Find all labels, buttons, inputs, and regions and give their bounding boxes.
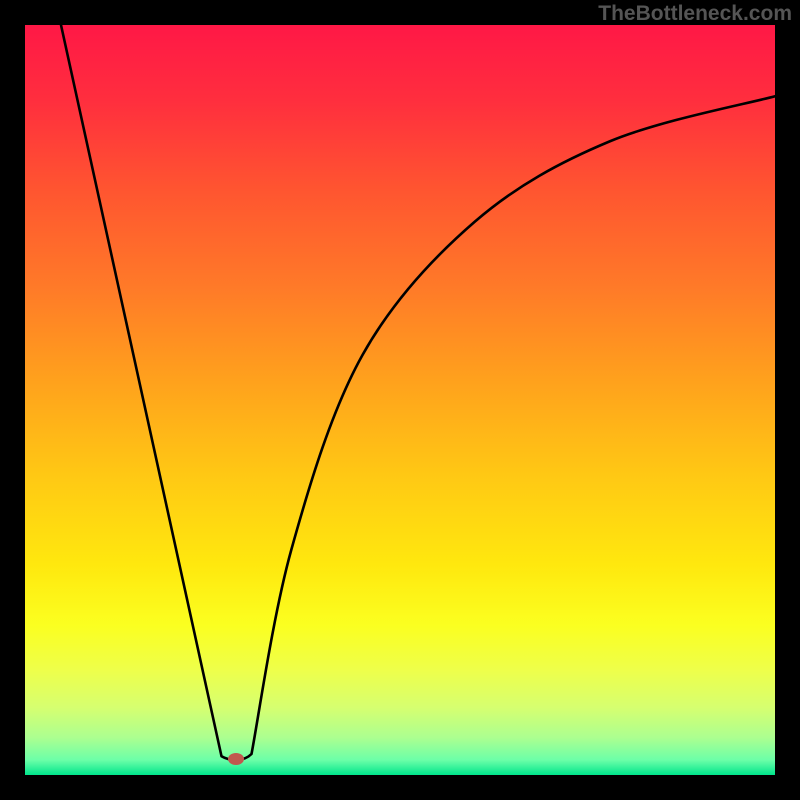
optimum-marker: [228, 753, 244, 765]
curve-svg: [25, 25, 775, 775]
bottleneck-curve: [61, 25, 775, 760]
plot-area: [25, 25, 775, 775]
frame-right: [775, 0, 800, 800]
watermark-text: TheBottleneck.com: [598, 2, 792, 26]
chart-container: TheBottleneck.com: [0, 0, 800, 800]
frame-left: [0, 0, 25, 800]
frame-bottom: [0, 775, 800, 800]
